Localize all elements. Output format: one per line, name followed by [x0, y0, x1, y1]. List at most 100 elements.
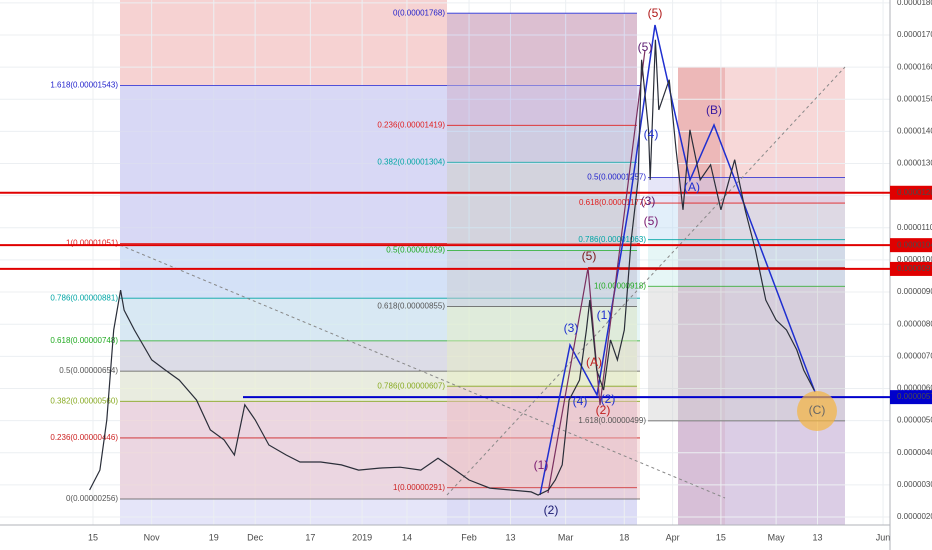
x-tick-label: 15	[716, 532, 726, 542]
highlight	[797, 391, 837, 431]
fib-label: 0.786(0.00000607)	[377, 381, 445, 390]
fib-label: 0.618(0.00001177)	[579, 198, 646, 207]
fib-band	[447, 162, 637, 251]
y-tick-label: 0.00001700	[897, 30, 932, 39]
wave-label: (5)	[644, 214, 659, 228]
price-tag-label: 0.00001046	[897, 240, 932, 249]
x-tick-label: Feb	[461, 532, 477, 542]
wave-path	[547, 49, 646, 494]
fib-label: 0.382(0.00000560)	[50, 396, 118, 405]
x-tick-label: May	[768, 532, 786, 542]
fib-label: 1(0.00000291)	[393, 483, 445, 492]
y-tick-label: 0.00000600	[897, 384, 932, 393]
zone	[447, 244, 637, 525]
wave-label: (2)	[544, 503, 559, 517]
x-tick-label: Mar	[558, 532, 574, 542]
wave-label: (3)	[641, 194, 656, 208]
wave-label: (5)	[582, 249, 597, 263]
y-tick-label: 0.00000700	[897, 351, 932, 360]
y-tick-label: 0.00001100	[897, 223, 932, 232]
wave-label: (C)	[809, 403, 826, 417]
y-tick-label: 0.00001400	[897, 127, 932, 136]
fib-band	[648, 177, 845, 204]
x-tick-label: Apr	[666, 532, 680, 542]
price-tag	[890, 185, 932, 200]
wave-label: (1)	[534, 458, 549, 472]
fib-band	[120, 243, 640, 299]
fib-label: 0(0.00000256)	[66, 494, 118, 503]
fib-label: 0.5(0.00001029)	[386, 246, 445, 255]
x-tick-label: 14	[402, 532, 412, 542]
x-tick-label: 19	[209, 532, 219, 542]
wave-label: (2)	[596, 403, 611, 417]
x-tick-label: 17	[305, 532, 315, 542]
x-tick-label: 2019	[352, 532, 372, 542]
x-tick-label: Nov	[144, 532, 161, 542]
x-tick-label: 13	[505, 532, 515, 542]
price-tag-label: 0.00001209	[897, 188, 932, 197]
fib-label: 1.618(0.00001543)	[50, 81, 118, 90]
fib-band	[447, 13, 637, 126]
y-tick-label: 0.00001300	[897, 159, 932, 168]
wave-label: (A)	[586, 355, 602, 369]
wave-label: (5)	[648, 6, 663, 20]
fib-label: 1(0.00000918)	[594, 281, 646, 290]
x-tick-label: 15	[88, 532, 98, 542]
price-tag	[890, 390, 932, 405]
fib-label: 0(0.00001768)	[393, 8, 445, 17]
x-tick-label: 18	[619, 532, 629, 542]
wave-label: (5)	[638, 40, 653, 54]
fib-band	[120, 298, 640, 341]
price-tag	[890, 261, 932, 276]
zone	[120, 0, 447, 85]
fib-label: 0.618(0.00000855)	[377, 302, 445, 311]
wave-label: (3)	[564, 321, 579, 335]
price-tag	[890, 238, 932, 253]
fib-label: 0.5(0.00001257)	[587, 172, 646, 181]
price-line-series	[89, 39, 815, 496]
fib-label: 0.786(0.00001063)	[578, 235, 646, 244]
fib-label: 0.382(0.00001304)	[377, 157, 445, 166]
y-tick-label: 0.00001800	[897, 0, 932, 7]
zone	[447, 14, 637, 244]
zone	[120, 85, 447, 525]
fib-band	[120, 85, 640, 244]
y-tick-label: 0.00000200	[897, 512, 932, 521]
fib-band	[447, 386, 637, 488]
wave-label: (A)	[684, 180, 700, 194]
fib-band	[447, 125, 637, 163]
fib-label: 0.786(0.00000881)	[50, 293, 118, 302]
fib-band	[120, 340, 640, 372]
wave-label: (2)	[601, 392, 616, 406]
y-tick-label: 0.00001600	[897, 62, 932, 71]
wave-path	[539, 24, 816, 496]
wave-label: (4)	[573, 394, 588, 408]
y-tick-label: 0.00000900	[897, 287, 932, 296]
fib-label: 1.618(0.00000499)	[578, 416, 646, 425]
zones	[120, 0, 845, 525]
fib-label: 1(0.00001051)	[66, 239, 118, 248]
y-tick-label: 0.00000800	[897, 319, 932, 328]
fib-label: 0.236(0.00000446)	[50, 433, 118, 442]
wave-label: (4)	[644, 127, 659, 141]
price-tag-label: 0.00000573	[897, 392, 932, 401]
fib-band	[648, 239, 845, 287]
trend-line	[119, 244, 726, 499]
wave-label: (1)	[597, 308, 612, 322]
fib-label: 0.236(0.00001419)	[377, 120, 445, 129]
y-tick-label: 0.00000500	[897, 416, 932, 425]
x-tick-label: Dec	[247, 532, 264, 542]
trend-line	[446, 66, 846, 496]
fib-band	[447, 250, 637, 307]
wave-label: (B)	[706, 103, 722, 117]
y-tick-label: 0.00001500	[897, 94, 932, 103]
x-tick-label: Jun	[876, 532, 891, 542]
price-tag-label: 0.00000972	[897, 264, 932, 273]
y-tick-label: 0.00001000	[897, 255, 932, 264]
fib-label: 0.5(0.00000654)	[59, 366, 118, 375]
y-tick-label: 0.00000300	[897, 480, 932, 489]
x-tick-label: 13	[812, 532, 822, 542]
fib-label: 0.618(0.00000748)	[50, 336, 118, 345]
